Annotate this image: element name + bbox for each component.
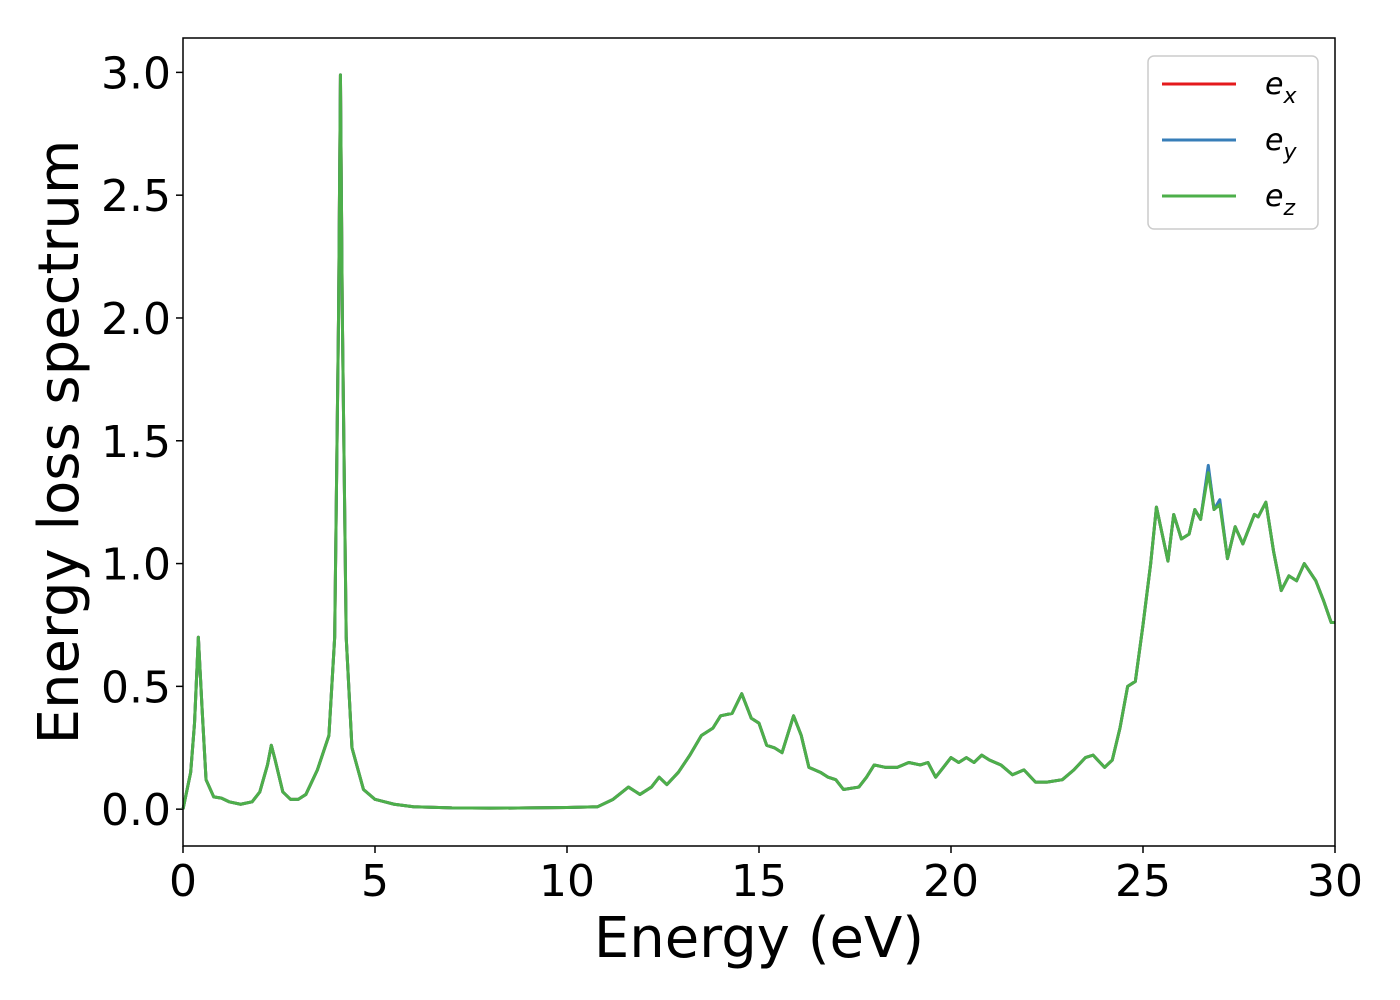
x-tick-label: 10 (539, 856, 595, 907)
x-tick-label: 0 (169, 856, 197, 907)
legend-label: ez (1265, 179, 1295, 221)
x-tick-label: 30 (1307, 856, 1363, 907)
plot-frame (182, 37, 1336, 847)
x-tick-label: 20 (923, 856, 979, 907)
y-tick-label: 1.0 (101, 540, 171, 591)
x-tick-label: 15 (731, 856, 787, 907)
y-tick-label: 3.0 (101, 48, 171, 99)
y-tick-label: 0.5 (101, 662, 171, 713)
x-axis-label: Energy (eV) (594, 906, 924, 971)
legend-label: ey (1265, 123, 1297, 165)
legend-label: ex (1265, 67, 1297, 109)
y-tick-label: 2.5 (101, 171, 171, 222)
x-tick-label: 5 (361, 856, 389, 907)
legend-box (1147, 55, 1319, 230)
data-line (181, 73, 1335, 810)
y-tick-label: 0.0 (101, 785, 171, 836)
x-tick-label: 25 (1115, 856, 1171, 907)
y-tick-label: 1.5 (101, 417, 171, 468)
y-axis-label: Energy loss spectrum (27, 140, 92, 745)
y-tick-label: 2.0 (101, 294, 171, 345)
